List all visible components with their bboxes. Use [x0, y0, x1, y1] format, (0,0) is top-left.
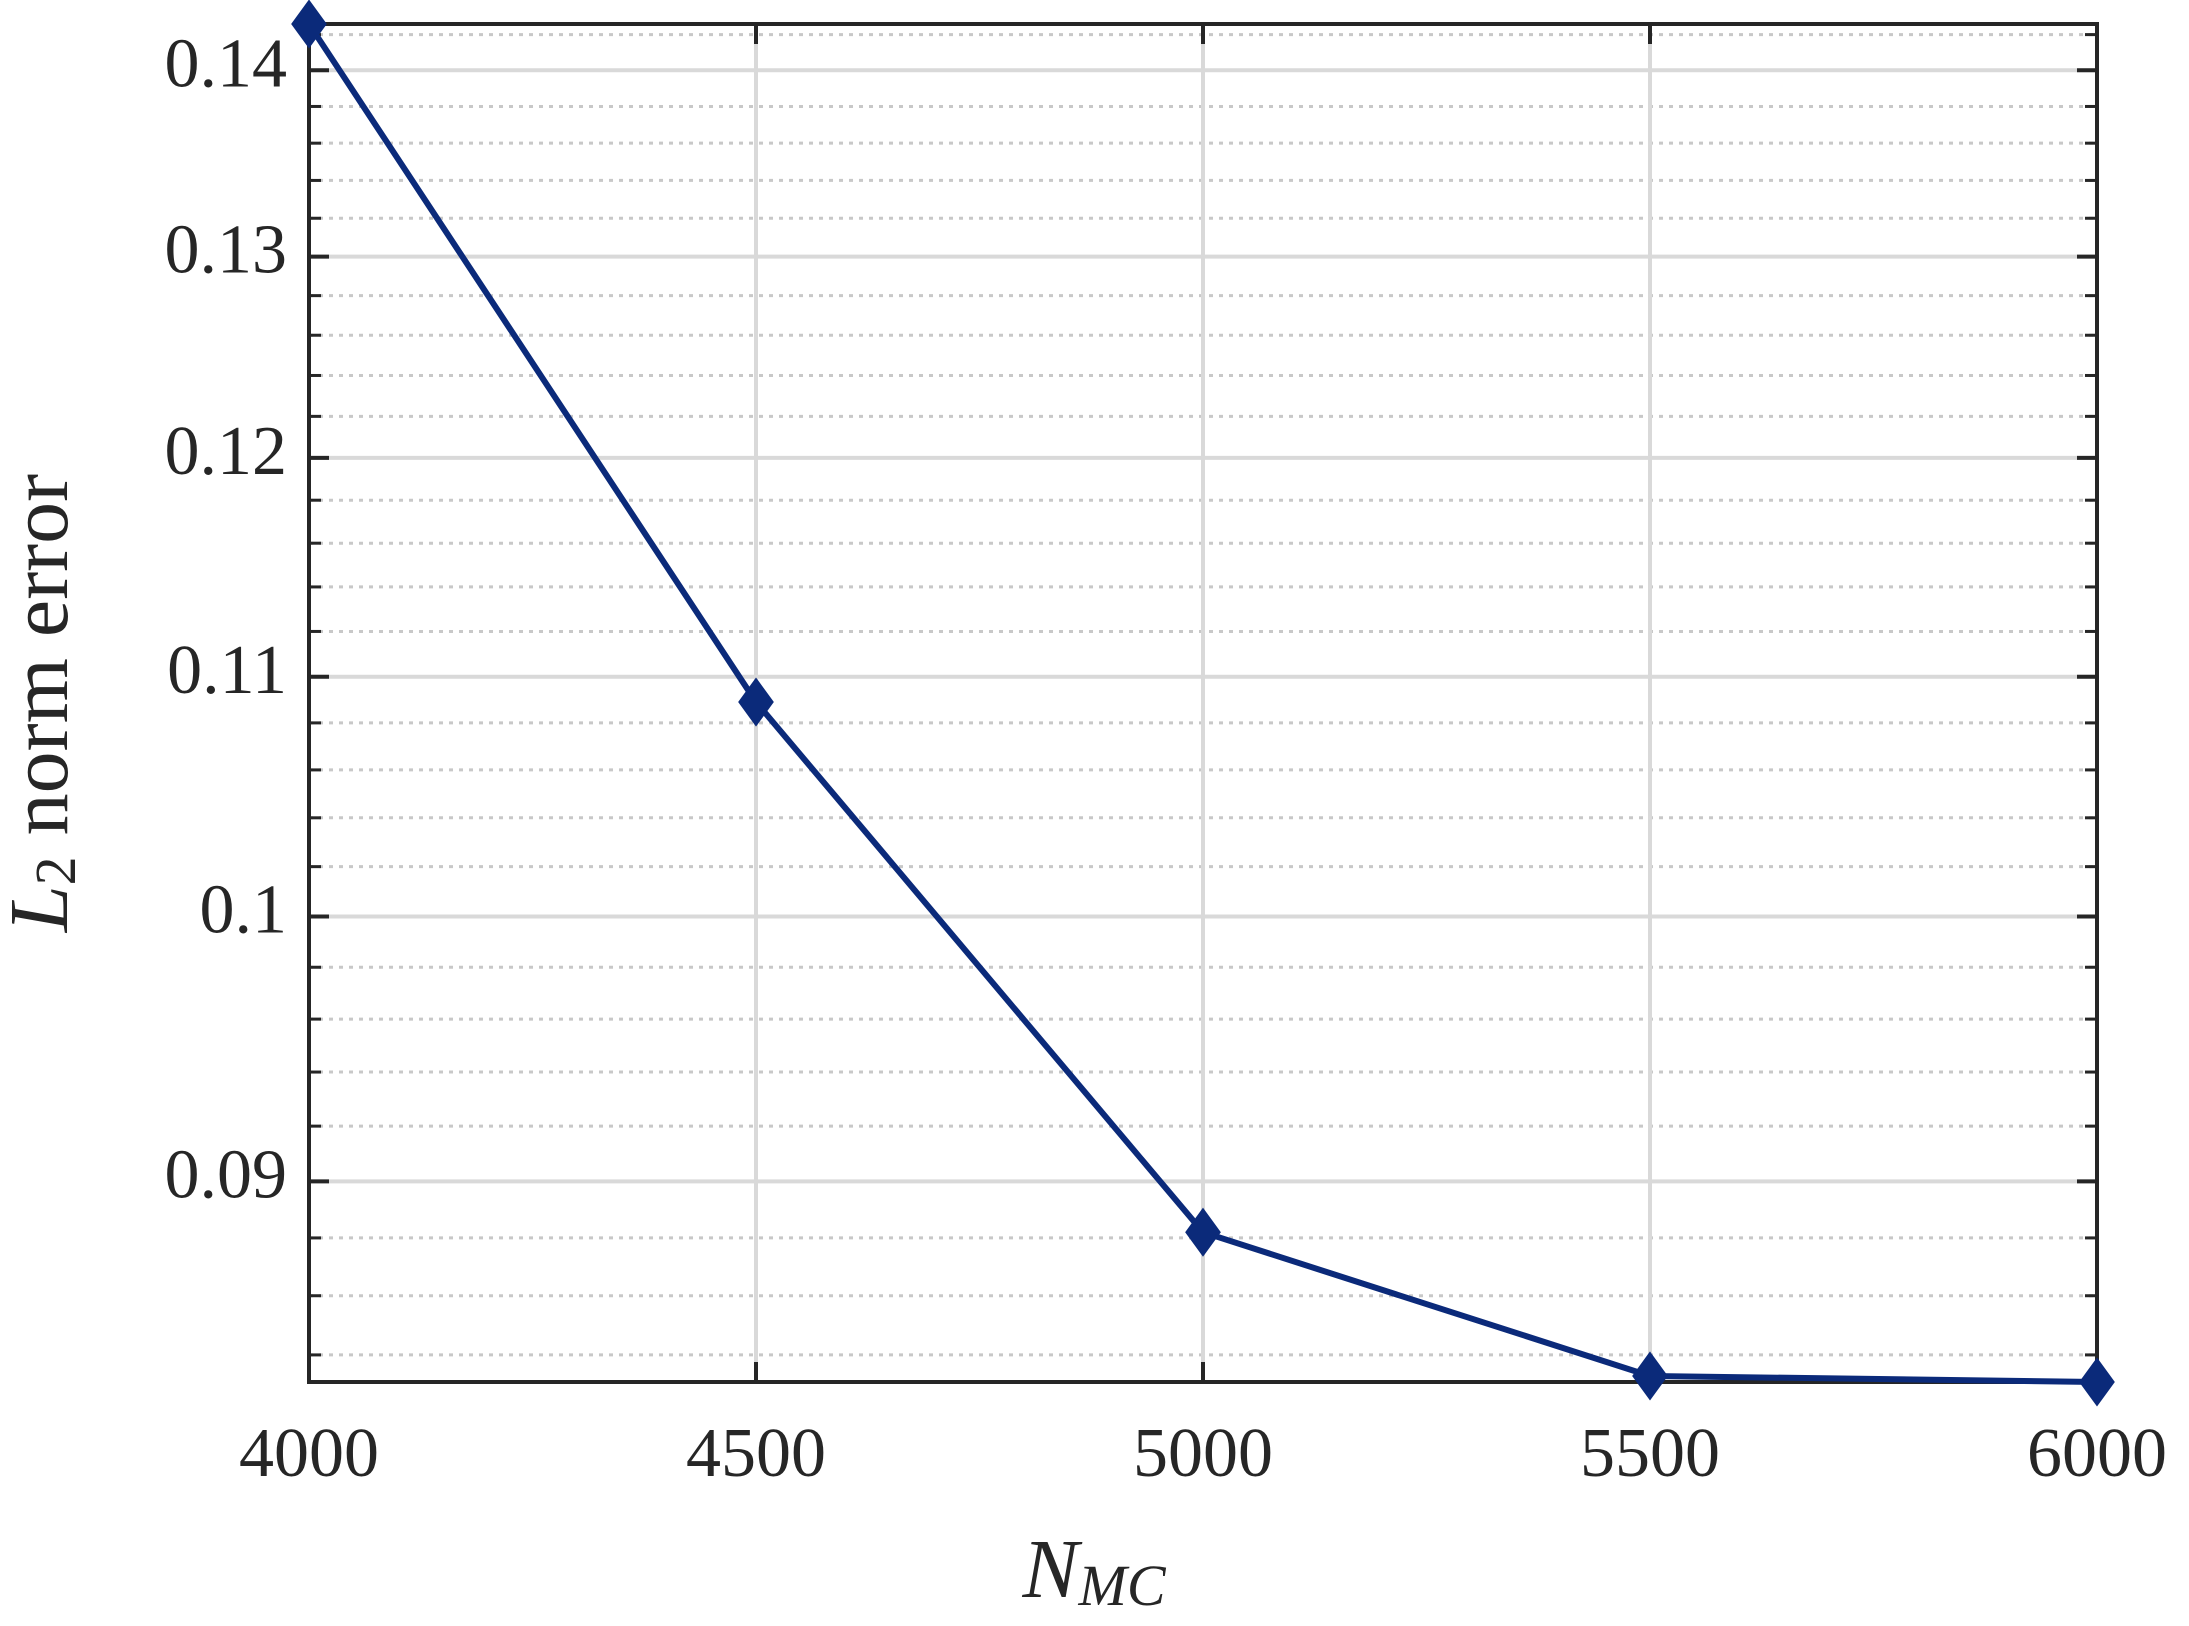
marker	[1185, 1207, 1221, 1257]
x-label-base: N	[1021, 1523, 1082, 1616]
y-label-base: L	[0, 885, 86, 933]
x-tick-label: 4000	[239, 1415, 379, 1492]
y-tick-label: 0.1	[200, 872, 288, 949]
x-axis-label: NMC	[1021, 1523, 1166, 1618]
marker	[1632, 1351, 1668, 1401]
x-tick-label: 6000	[2027, 1415, 2167, 1492]
y-tick-label: 0.12	[165, 413, 288, 490]
y-tick-label: 0.13	[165, 212, 288, 289]
y-label-sub: 2	[23, 856, 88, 885]
x-tick-label: 5000	[1133, 1415, 1273, 1492]
x-tick-label: 4500	[686, 1415, 826, 1492]
y-axis-label: L2 norm error	[0, 474, 88, 933]
y-tick-label: 0.11	[167, 632, 287, 709]
y-tick-label: 0.09	[165, 1136, 288, 1213]
x-label-sub: MC	[1078, 1553, 1167, 1618]
y-tick-label: 0.14	[165, 25, 288, 102]
x-tick-label: 5500	[1580, 1415, 1720, 1492]
y-label-rest: norm error	[0, 474, 86, 857]
marker	[2079, 1357, 2115, 1407]
marker	[738, 677, 774, 727]
axes-box	[307, 22, 2099, 1384]
marker	[291, 0, 327, 49]
